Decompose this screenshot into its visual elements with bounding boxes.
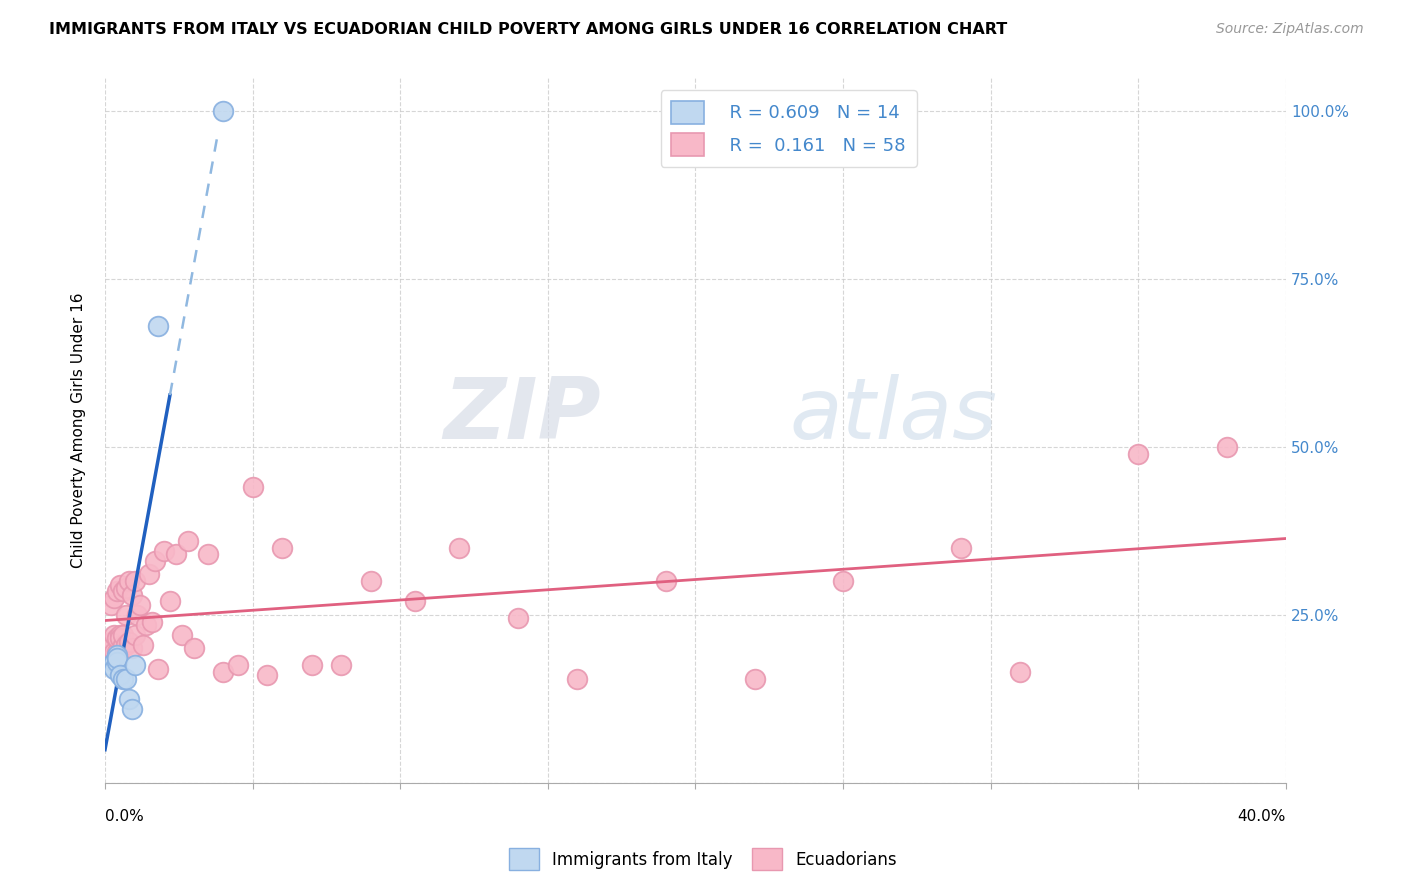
Point	[108, 668, 131, 682]
Point	[950, 541, 973, 555]
Point	[197, 547, 219, 561]
Point	[117, 691, 139, 706]
Point	[226, 658, 249, 673]
Point	[301, 658, 323, 673]
Point	[212, 103, 235, 118]
Point	[129, 598, 152, 612]
Point	[103, 655, 125, 669]
Legend: Immigrants from Italy, Ecuadorians: Immigrants from Italy, Ecuadorians	[502, 842, 904, 877]
Point	[108, 628, 131, 642]
Point	[103, 591, 125, 605]
Point	[330, 658, 353, 673]
Point	[1128, 446, 1150, 460]
Point	[103, 628, 125, 642]
Point	[105, 645, 128, 659]
Point	[165, 547, 187, 561]
Text: IMMIGRANTS FROM ITALY VS ECUADORIAN CHILD POVERTY AMONG GIRLS UNDER 16 CORRELATI: IMMIGRANTS FROM ITALY VS ECUADORIAN CHIL…	[49, 22, 1008, 37]
Point	[97, 641, 120, 656]
Point	[124, 574, 146, 589]
Point	[135, 618, 157, 632]
Point	[105, 632, 128, 646]
Point	[170, 628, 193, 642]
Point	[143, 554, 166, 568]
Point	[832, 574, 855, 589]
Point	[105, 655, 128, 669]
Point	[114, 607, 136, 622]
Point	[103, 645, 125, 659]
Point	[146, 318, 169, 333]
Point	[153, 544, 176, 558]
Point	[176, 533, 198, 548]
Point	[360, 574, 382, 589]
Point	[111, 638, 134, 652]
Point	[111, 628, 134, 642]
Point	[121, 588, 143, 602]
Point	[271, 541, 294, 555]
Text: atlas: atlas	[790, 375, 998, 458]
Point	[655, 574, 678, 589]
Point	[124, 628, 146, 642]
Point	[108, 577, 131, 591]
Point	[105, 651, 128, 665]
Point	[117, 634, 139, 648]
Point	[1216, 440, 1239, 454]
Point	[121, 641, 143, 656]
Point	[256, 668, 278, 682]
Point	[449, 541, 471, 555]
Point	[127, 607, 149, 622]
Point	[100, 658, 122, 673]
Point	[508, 611, 530, 625]
Point	[242, 480, 264, 494]
Point	[567, 672, 589, 686]
Point	[183, 641, 205, 656]
Point	[159, 594, 181, 608]
Point	[138, 567, 160, 582]
Point	[124, 658, 146, 673]
Point	[117, 574, 139, 589]
Y-axis label: Child Poverty Among Girls Under 16: Child Poverty Among Girls Under 16	[72, 293, 86, 568]
Legend:   R = 0.609   N = 14,   R =  0.161   N = 58: R = 0.609 N = 14, R = 0.161 N = 58	[661, 90, 917, 167]
Point	[146, 661, 169, 675]
Point	[1010, 665, 1032, 679]
Point	[111, 672, 134, 686]
Text: Source: ZipAtlas.com: Source: ZipAtlas.com	[1216, 22, 1364, 37]
Point	[114, 638, 136, 652]
Point	[105, 584, 128, 599]
Point	[108, 632, 131, 646]
Point	[100, 598, 122, 612]
Point	[100, 634, 122, 648]
Point	[111, 584, 134, 599]
Point	[404, 594, 426, 608]
Text: 0.0%: 0.0%	[105, 810, 143, 824]
Point	[141, 615, 163, 629]
Text: ZIP: ZIP	[443, 375, 600, 458]
Point	[744, 672, 766, 686]
Point	[132, 638, 155, 652]
Point	[114, 672, 136, 686]
Point	[103, 661, 125, 675]
Point	[114, 581, 136, 595]
Point	[121, 702, 143, 716]
Text: 40.0%: 40.0%	[1237, 810, 1286, 824]
Point	[212, 665, 235, 679]
Point	[105, 648, 128, 662]
